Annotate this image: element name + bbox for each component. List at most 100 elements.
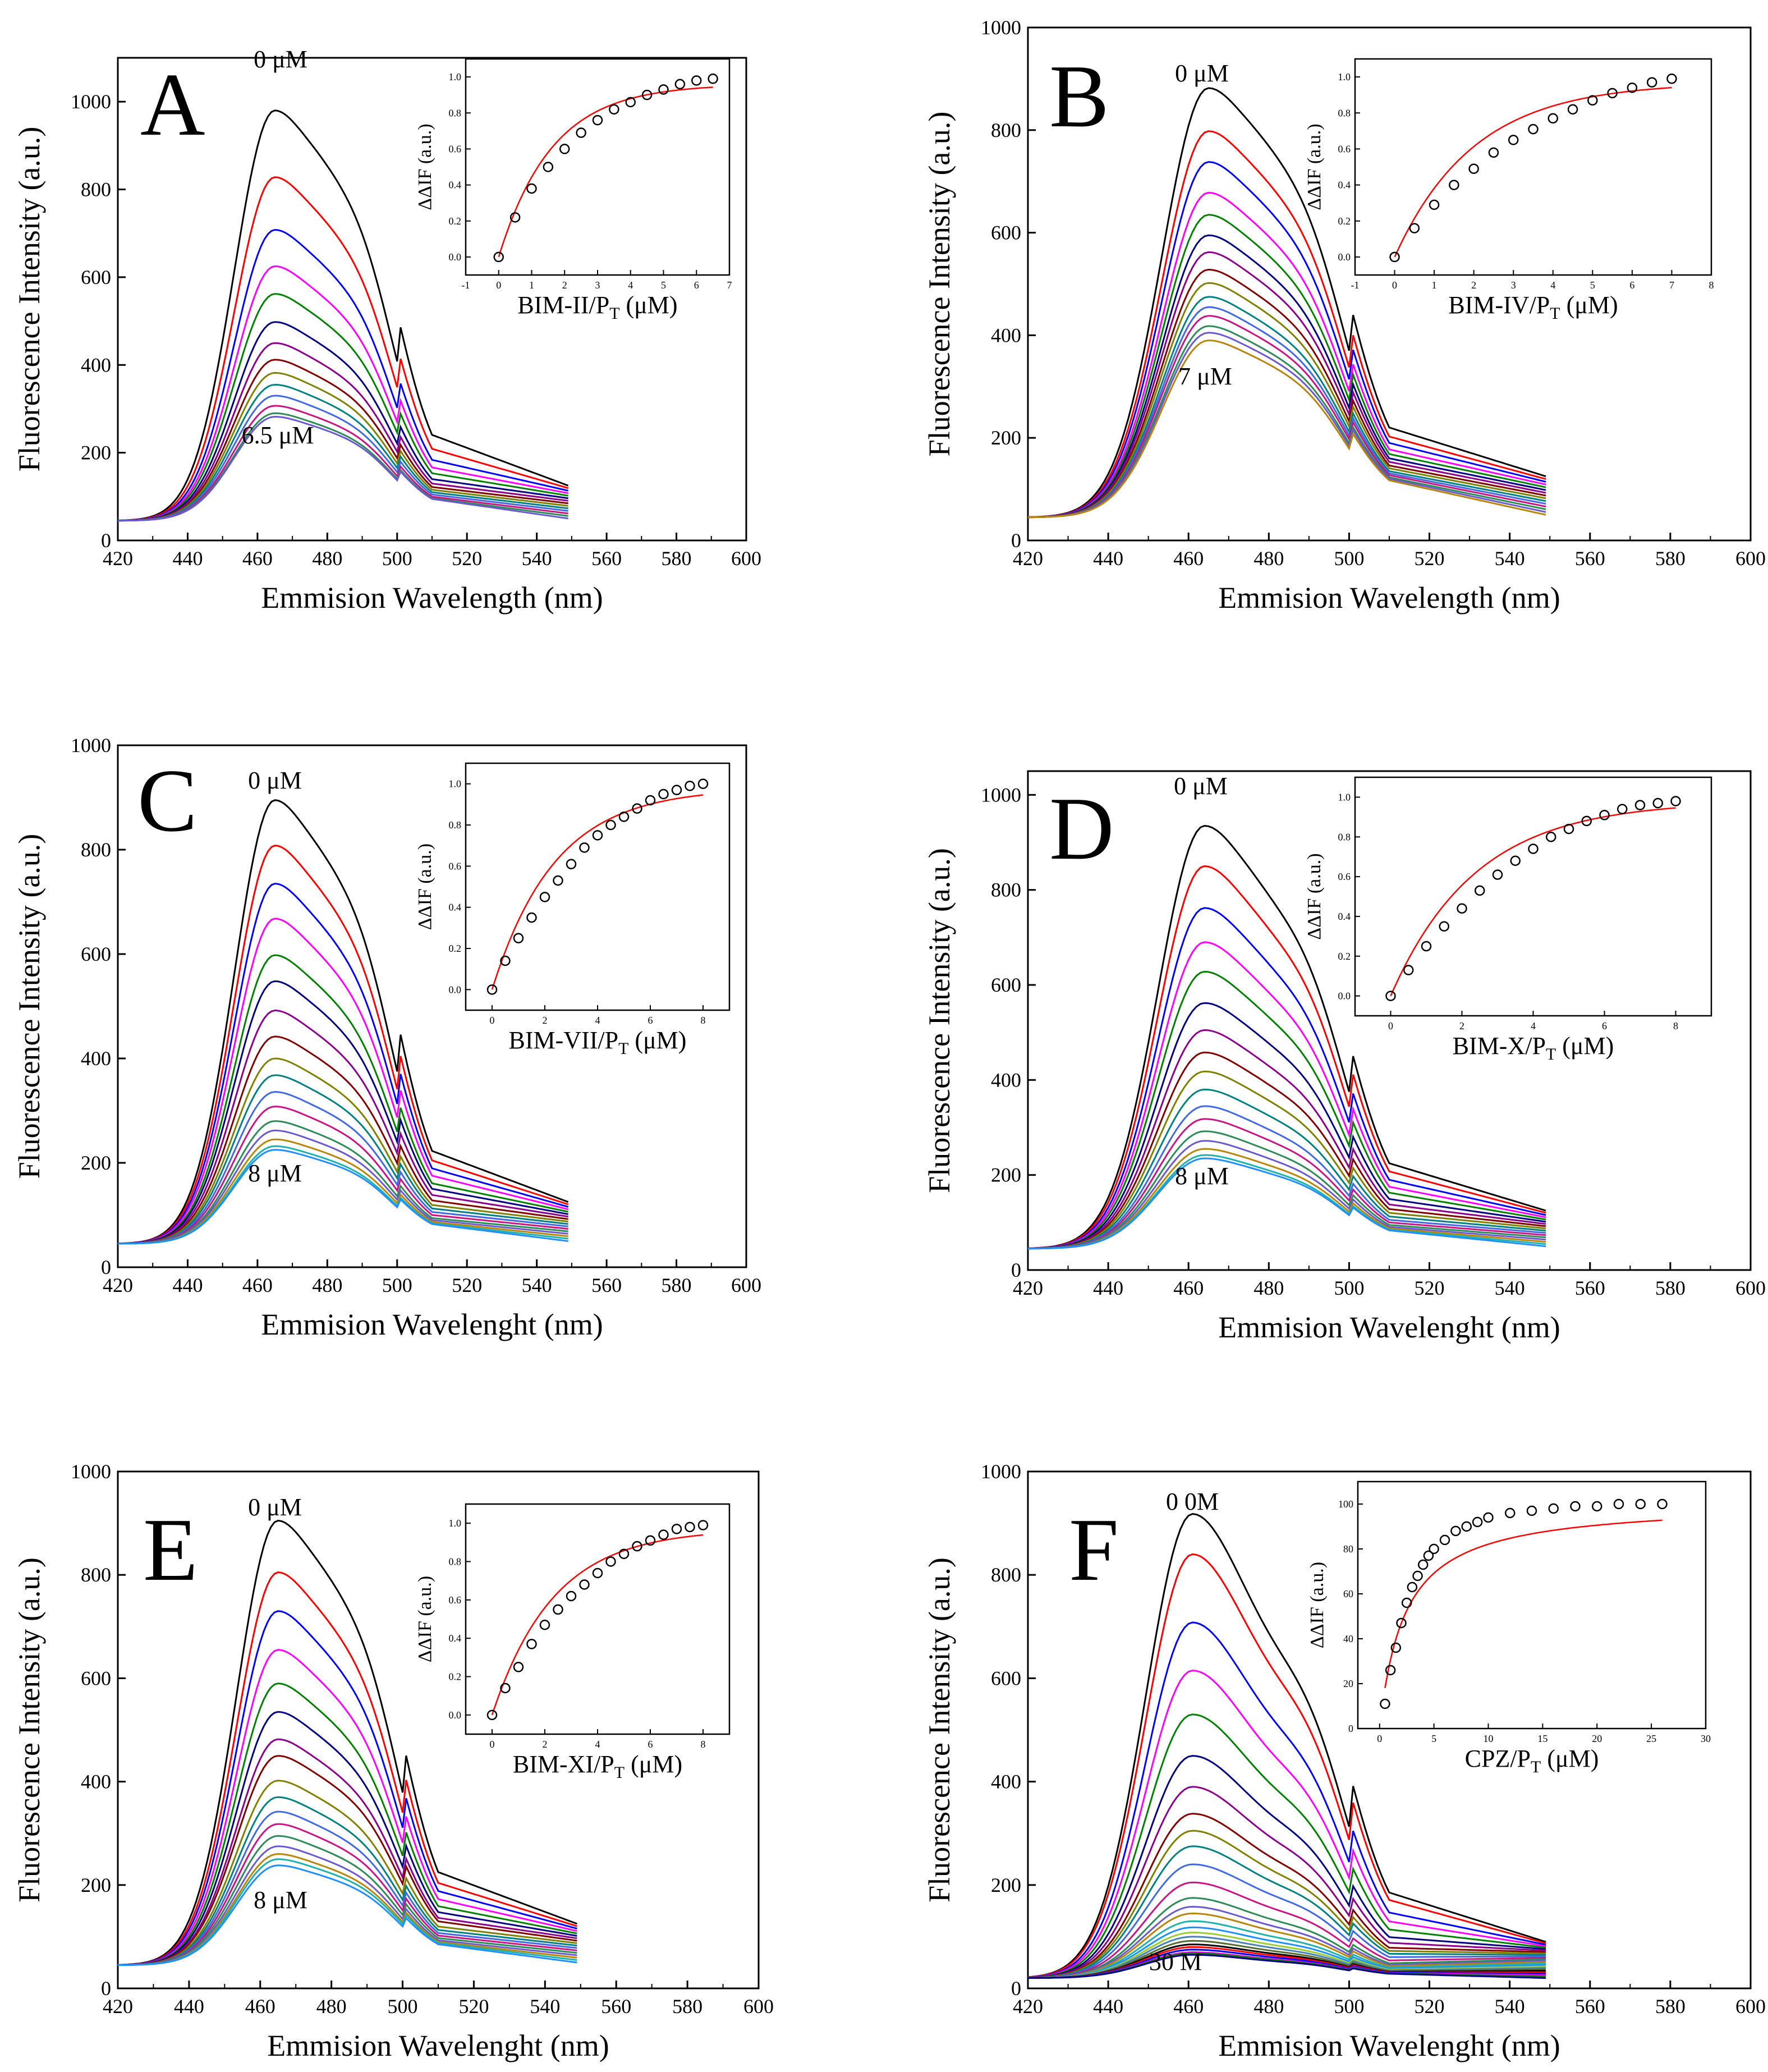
inset-y-tick-label: 0.8: [449, 107, 462, 118]
inset-data-point: [1407, 1581, 1418, 1593]
spectrum-curve: [117, 1738, 577, 1966]
spectrum-curve: [117, 1683, 577, 1966]
inset-y-tick-label: 40: [1343, 1633, 1353, 1644]
inset-x-axis-title-main: BIM-XI/P: [513, 1750, 614, 1778]
inset-data-point: [1409, 223, 1420, 233]
y-tick-label: 1000: [981, 783, 1021, 806]
x-tick-label: 440: [1093, 1995, 1123, 2018]
x-tick-label: 600: [731, 1274, 761, 1296]
spectrum-curve: [1027, 234, 1546, 519]
y-tick-label: 0: [1011, 1259, 1021, 1281]
spectrum-curve: [118, 1835, 577, 1966]
spectrum-curve: [118, 1120, 568, 1245]
inset-x-axis-title: BIM-IV/PT (μM): [1448, 291, 1618, 323]
panel-letter: E: [143, 1500, 198, 1599]
inset-data-point: [1483, 1512, 1494, 1523]
y-tick-label: 0: [1011, 1977, 1021, 2000]
inset-data-point: [1666, 74, 1677, 84]
inset-data-point: [685, 781, 695, 791]
y-tick-label: 800: [81, 178, 111, 201]
inset-data-point: [632, 1541, 642, 1552]
inset-x-tick-label: 3: [595, 279, 600, 291]
spectrum-curve: [1027, 1621, 1546, 1978]
inset-data-point: [1385, 991, 1396, 1001]
x-axis-title: Emmision Wavelenght (nm): [1218, 2029, 1560, 2062]
spectrum-curve: [1027, 130, 1546, 518]
inset-y-axis-title: ΔΔIF (a.u.): [1304, 123, 1325, 210]
spectrum-curve: [1027, 1070, 1546, 1250]
y-axis-title: Fluorescence Intensity (a.u.): [12, 127, 46, 472]
x-tick-label: 580: [662, 547, 692, 570]
spectrum-curve: [117, 176, 569, 521]
spectrum-curve: [1027, 1881, 1546, 1979]
y-tick-label: 1000: [981, 1460, 1021, 1483]
x-tick-label: 520: [1415, 547, 1445, 570]
inset-data-point: [1450, 1525, 1461, 1537]
x-tick-label: 520: [452, 547, 482, 570]
spectrum-curve: [1027, 251, 1546, 519]
inset-data-point: [1546, 832, 1556, 842]
spectrum-curve: [1027, 1926, 1546, 1979]
inset-data-point: [500, 955, 511, 966]
x-tick-label: 540: [1495, 1995, 1525, 2018]
inset-x-tick-label: 0: [1377, 1733, 1382, 1744]
x-tick-label: 480: [312, 547, 342, 570]
spectrum-curve: [117, 109, 569, 521]
inset-x-tick-label: 4: [1531, 1020, 1536, 1032]
y-tick-label: 400: [81, 1771, 111, 1793]
x-tick-label: 460: [1173, 1995, 1204, 2018]
inset-data-point: [618, 812, 630, 822]
inset-chart: 0 5 10 15 20 25 30 0 20 40 60 80 100 CPZ/PT (μM) ΔΔIF …: [1307, 1480, 1711, 1776]
x-tick-label: 520: [458, 1995, 489, 2018]
y-tick-label: 200: [991, 1874, 1021, 1896]
panel-b: 420 440 460 480 500 520 540 560 580 6000200400600…: [922, 16, 1766, 615]
x-tick-label: 540: [1495, 547, 1525, 570]
top-concentration-label: 0 μM: [248, 767, 302, 794]
spectrum-curve: [117, 1149, 568, 1245]
spectrum-curve: [1027, 1118, 1546, 1250]
inset-data-point: [605, 819, 616, 831]
inset-data-point: [685, 1521, 695, 1533]
inset-x-tick-label: 6: [648, 1739, 653, 1750]
x-tick-label: 540: [522, 1274, 552, 1296]
inset-x-axis-title-subscript: T: [618, 1039, 628, 1058]
spectrum-curve: [1027, 1553, 1546, 1978]
x-tick-label: 600: [1735, 1995, 1766, 2018]
x-tick-label: 420: [103, 1274, 133, 1296]
x-tick-label: 520: [1415, 1277, 1445, 1299]
x-tick-label: 540: [530, 1995, 560, 2018]
inset-y-tick-label: 60: [1343, 1588, 1353, 1599]
x-tick-label: 460: [1173, 547, 1204, 570]
spectrum-curve: [117, 918, 569, 1245]
inset-x-tick-label: 2: [1459, 1020, 1464, 1032]
spectrum-curve: [117, 980, 568, 1245]
x-tick-label: 480: [1253, 1277, 1284, 1299]
inset-x-tick-label: 7: [1669, 279, 1674, 291]
spectrum-curve: [117, 1649, 577, 1966]
inset-y-tick-label: 0.6: [449, 143, 462, 154]
inset-x-tick-label: 3: [1511, 279, 1516, 291]
spectrum-curve: [117, 395, 568, 522]
y-tick-label: 1000: [71, 90, 111, 113]
inset-chart: -1 0 1 2 3 4 5 6 7 8 0.0 0.2 0.4 0.6 0.8 1.0 BIM-IV/PT (…: [1304, 58, 1714, 323]
spectrum-curve: [1027, 1863, 1546, 1979]
inset-data-point: [1526, 1505, 1537, 1516]
x-tick-label: 500: [1334, 1277, 1364, 1299]
inset-y-tick-label: 0.6: [1338, 871, 1351, 882]
x-tick-label: 480: [316, 1995, 347, 2018]
inset-data-point: [1385, 1665, 1396, 1676]
inset-x-tick-label: 0: [490, 1015, 495, 1026]
spectrum-curve: [1027, 1786, 1546, 1979]
inset-x-tick-label: 20: [1592, 1733, 1602, 1744]
inset-x-axis-title-subscript: T: [1550, 304, 1560, 323]
spectrum-curve: [1027, 1670, 1546, 1978]
x-tick-label: 460: [242, 547, 273, 570]
spectrum-curve: [117, 1864, 577, 1966]
bottom-concentration-label: 7 μM: [1178, 363, 1232, 390]
inset-x-axis-title-main: CPZ/P: [1465, 1745, 1531, 1772]
x-tick-label: 540: [522, 547, 552, 570]
bottom-concentration-label: 8 μM: [248, 1159, 302, 1187]
x-tick-label: 560: [1575, 547, 1605, 570]
inset-x-axis-title: BIM-II/PT (μM): [517, 291, 677, 323]
